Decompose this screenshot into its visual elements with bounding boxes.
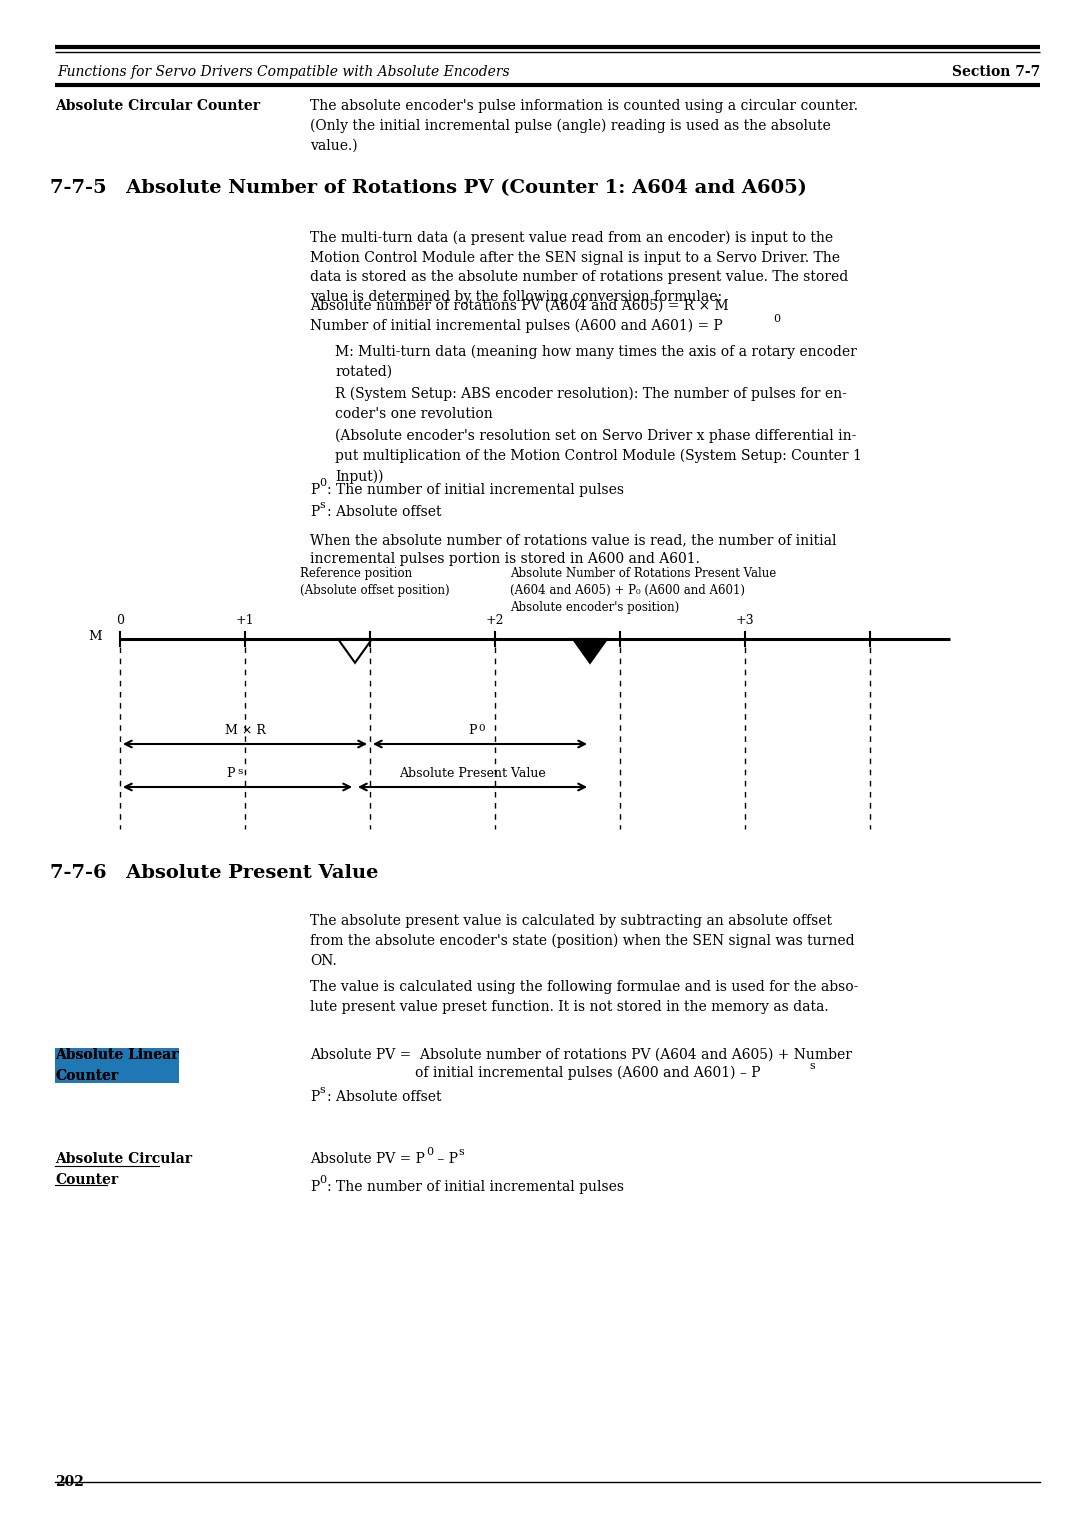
Text: 0: 0 — [478, 724, 485, 733]
Text: Absolute Number of Rotations Present Value
(A604 and A605) + P₀ (A600 and A601)
: Absolute Number of Rotations Present Val… — [510, 567, 777, 614]
Text: Section 7-7: Section 7-7 — [951, 66, 1040, 79]
Text: : The number of initial incremental pulses: : The number of initial incremental puls… — [327, 1180, 624, 1194]
Text: P: P — [310, 483, 320, 496]
Text: Absolute Circular Counter: Absolute Circular Counter — [55, 99, 260, 113]
Text: M: Multi-turn data (meaning how many times the axis of a rotary encoder
rotated): M: Multi-turn data (meaning how many tim… — [335, 345, 856, 379]
Text: M: M — [87, 631, 102, 643]
Text: When the absolute number of rotations value is read, the number of initial
incre: When the absolute number of rotations va… — [310, 533, 837, 567]
Text: Number of initial incremental pulses (A600 and A601) = P: Number of initial incremental pulses (A6… — [310, 319, 723, 333]
Text: (Absolute encoder's resolution set on Servo Driver x phase differential in-
put : (Absolute encoder's resolution set on Se… — [335, 429, 862, 484]
Text: The absolute present value is calculated by subtracting an absolute offset
from : The absolute present value is calculated… — [310, 915, 854, 968]
Text: 7-7-5 Absolute Number of Rotations PV (Counter 1: A604 and A605): 7-7-5 Absolute Number of Rotations PV (C… — [50, 179, 807, 197]
Text: Absolute PV =  Absolute number of rotations PV (A604 and A605) + Number: Absolute PV = Absolute number of rotatio… — [310, 1048, 852, 1061]
Text: The absolute encoder's pulse information is counted using a circular counter.
(O: The absolute encoder's pulse information… — [310, 99, 858, 153]
Text: 0: 0 — [116, 614, 124, 628]
Text: – P: – P — [433, 1151, 458, 1167]
Text: +1: +1 — [235, 614, 254, 628]
Text: The multi-turn data (a present value read from an encoder) is input to the
Motio: The multi-turn data (a present value rea… — [310, 231, 848, 304]
Text: 0: 0 — [319, 478, 326, 489]
Text: Functions for Servo Drivers Compatible with Absolute Encoders: Functions for Servo Drivers Compatible w… — [57, 66, 510, 79]
Text: The value is calculated using the following formulae and is used for the abso-
l: The value is calculated using the follow… — [310, 980, 859, 1014]
Text: : Absolute offset: : Absolute offset — [327, 505, 442, 519]
Text: 7-7-6 Absolute Present Value: 7-7-6 Absolute Present Value — [50, 864, 378, 883]
Text: M × R: M × R — [225, 724, 266, 738]
Text: +2: +2 — [486, 614, 504, 628]
Text: s: s — [319, 499, 325, 510]
Text: : Absolute offset: : Absolute offset — [327, 1090, 442, 1104]
Text: s: s — [319, 1086, 325, 1095]
Text: P: P — [469, 724, 477, 738]
Text: 0: 0 — [319, 1174, 326, 1185]
Text: s: s — [809, 1061, 814, 1070]
Text: Absolute Circular
Counter: Absolute Circular Counter — [55, 1151, 192, 1186]
Text: Absolute number of rotations PV (A604 and A605) = R × M: Absolute number of rotations PV (A604 an… — [310, 299, 729, 313]
Text: Reference position
(Absolute offset position): Reference position (Absolute offset posi… — [300, 567, 449, 597]
Text: Absolute PV = P: Absolute PV = P — [310, 1151, 424, 1167]
Polygon shape — [338, 638, 372, 663]
Text: P: P — [310, 1090, 320, 1104]
Text: 202: 202 — [55, 1475, 84, 1489]
Text: R (System Setup: ABS encoder resolution): The number of pulses for en-
coder's o: R (System Setup: ABS encoder resolution)… — [335, 386, 847, 421]
Text: of initial incremental pulses (A600 and A601) – P: of initial incremental pulses (A600 and … — [310, 1066, 760, 1081]
Text: +3: +3 — [735, 614, 754, 628]
Polygon shape — [573, 638, 607, 663]
Text: Absolute Linear
Counter: Absolute Linear Counter — [55, 1048, 178, 1083]
Text: 0: 0 — [426, 1147, 433, 1157]
Text: s: s — [238, 767, 243, 776]
Text: Absolute Linear
Counter: Absolute Linear Counter — [55, 1048, 178, 1083]
Text: s: s — [458, 1147, 463, 1157]
Text: 0: 0 — [773, 315, 780, 324]
Text: P: P — [310, 505, 320, 519]
Text: P: P — [226, 767, 234, 780]
Text: Absolute Present Value: Absolute Present Value — [400, 767, 545, 780]
Text: P: P — [310, 1180, 320, 1194]
Text: : The number of initial incremental pulses: : The number of initial incremental puls… — [327, 483, 624, 496]
